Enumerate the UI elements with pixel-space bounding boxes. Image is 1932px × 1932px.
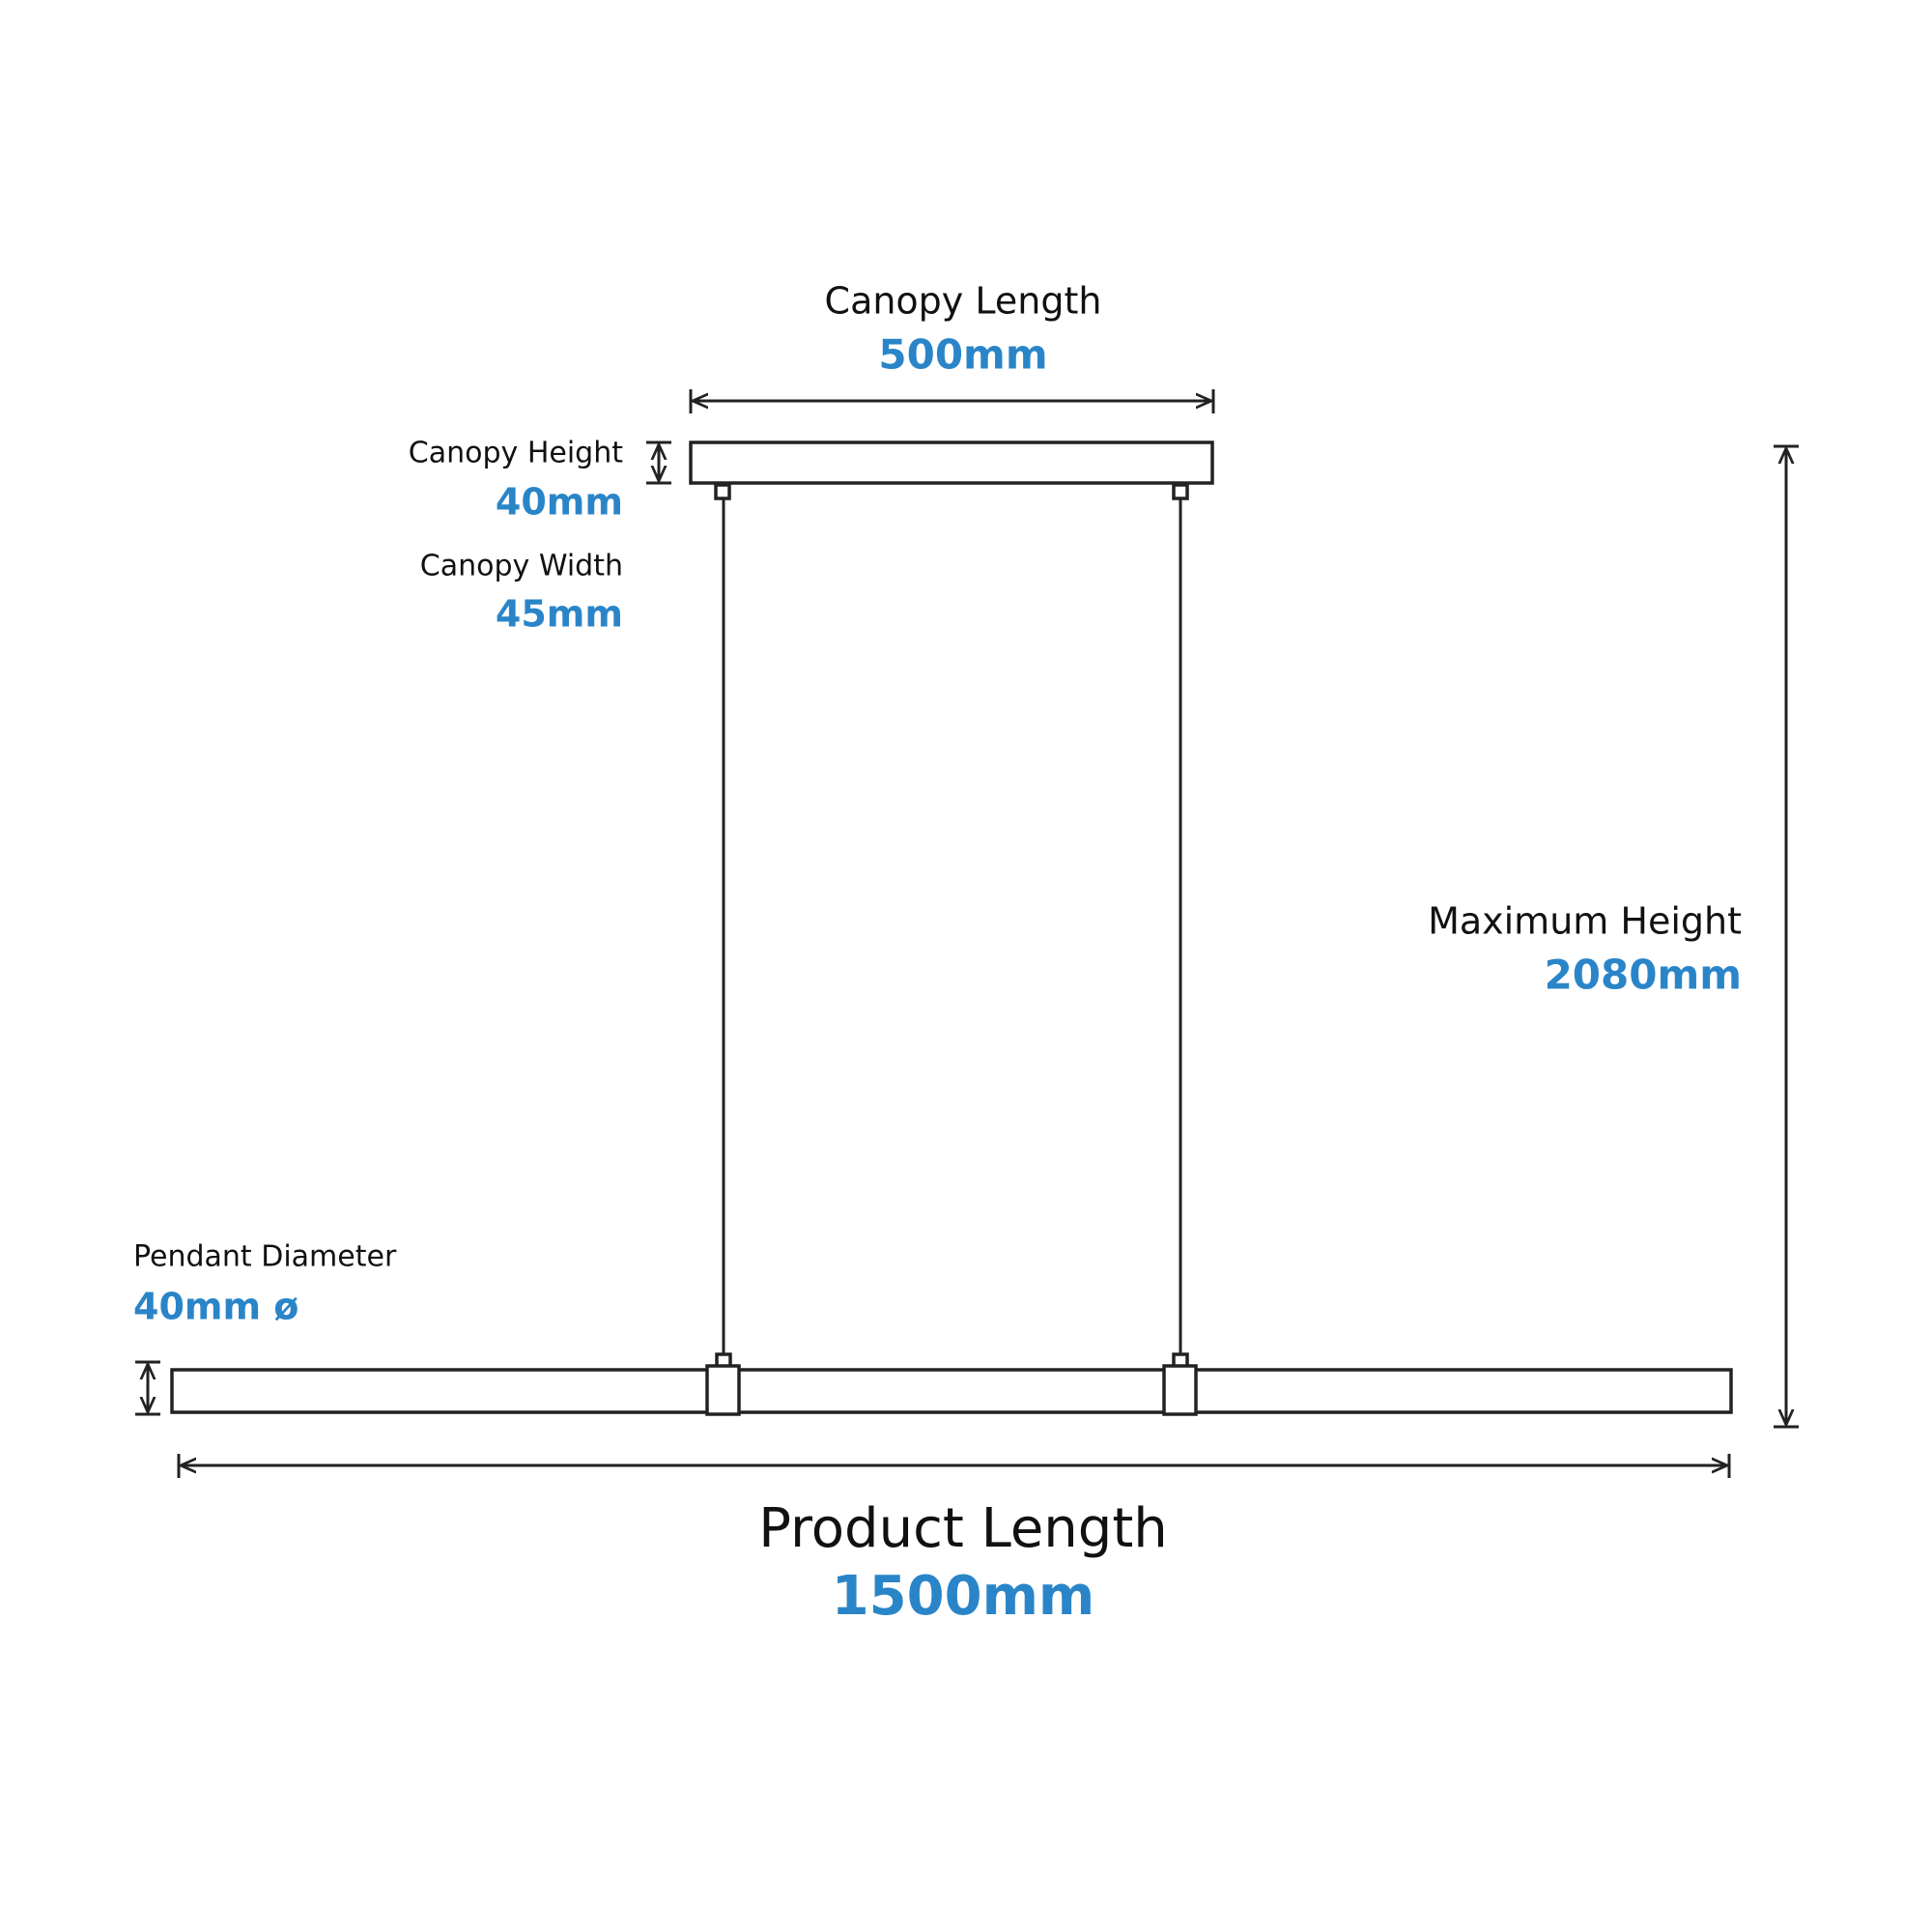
pendant-diameter-label: Pendant Diameter (133, 1240, 397, 1274)
canopy-length-label: Canopy Length (825, 280, 1102, 323)
canopy-height-label: Canopy Height (409, 437, 623, 470)
pendant-diameter-value: 40mm ø (133, 1286, 298, 1328)
canopy-width-value: 45mm (496, 593, 623, 636)
maximum-height-label: Maximum Height (1428, 900, 1742, 943)
maximum-height-value: 2080mm (1545, 952, 1742, 999)
canopy (689, 440, 1214, 485)
canopy-height-value: 40mm (496, 481, 623, 524)
product-length-value: 1500mm (832, 1565, 1095, 1628)
sleeve (1162, 1364, 1198, 1416)
pendant-bar (170, 1368, 1733, 1414)
connector (1172, 483, 1189, 500)
canopy-width-label: Canopy Width (420, 550, 623, 583)
product-length-label: Product Length (758, 1497, 1168, 1560)
connector (714, 483, 731, 500)
canopy-length-value: 500mm (878, 331, 1047, 379)
sleeve (705, 1364, 741, 1416)
